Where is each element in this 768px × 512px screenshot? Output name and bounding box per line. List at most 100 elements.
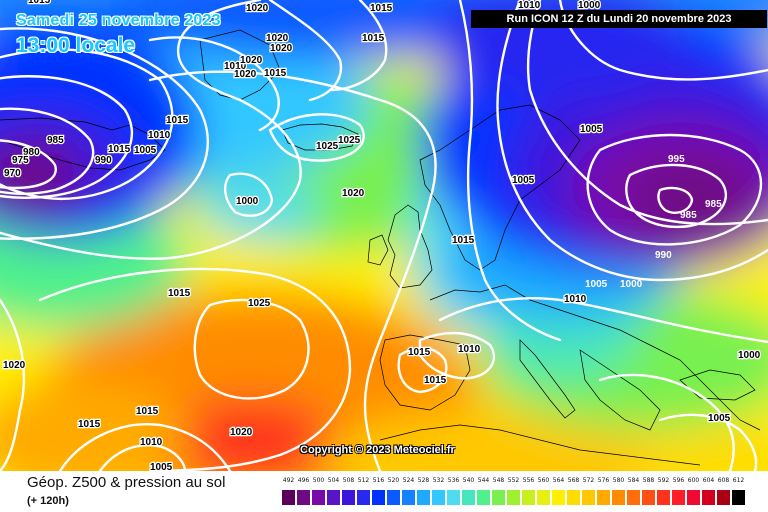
isobar-label: 985 — [705, 199, 722, 210]
isobar-label: 1015 — [78, 419, 101, 430]
scale-tick-label: 556 — [522, 477, 535, 484]
isobar-label: 1000 — [620, 279, 643, 290]
isobar-label: 1015 — [168, 288, 191, 299]
isobar-label: 1025 — [338, 135, 361, 146]
isobar-label: 1005 — [580, 124, 603, 135]
isobar-label: 985 — [680, 210, 697, 221]
isobar-label: 1020 — [246, 3, 269, 14]
scale-swatch — [431, 489, 446, 506]
isobars — [0, 0, 768, 471]
scale-tick-label: 612 — [732, 477, 745, 484]
scale-swatch — [686, 489, 701, 506]
scale-tick-label: 532 — [432, 477, 445, 484]
isobar-label: 1010 — [518, 0, 541, 11]
scale-tick-label: 604 — [702, 477, 715, 484]
isobar-label: 1000 — [738, 350, 761, 361]
color-scale: 492 496 500 504 508 512 516 520 524 528 532 536 540 5… — [281, 477, 751, 507]
scale-tick-label: 552 — [507, 477, 520, 484]
geopotential-pressure-map: 1015 1020 1015 1020 1020 1015 1010 1020 … — [0, 0, 768, 471]
isobar-label: 1020 — [270, 43, 293, 54]
scale-tick-label: 524 — [402, 477, 415, 484]
scale-tick-label: 600 — [687, 477, 700, 484]
coastlines — [0, 29, 761, 466]
legend-bar: Géop. Z500 & pression au sol (+ 120h) 49… — [0, 471, 768, 512]
isobar-label: 995 — [668, 154, 685, 165]
scale-tick-label: 528 — [417, 477, 430, 484]
scale-swatch — [566, 489, 581, 506]
scale-tick-label: 576 — [597, 477, 610, 484]
isobar-label: 1010 — [140, 437, 163, 448]
isobar-label: 1025 — [248, 298, 271, 309]
scale-tick-label: 548 — [492, 477, 505, 484]
scale-tick-label: 564 — [552, 477, 565, 484]
scale-tick-label: 520 — [387, 477, 400, 484]
isobar-label: 1015 — [166, 115, 189, 126]
isobar-label: 1015 — [28, 0, 51, 6]
isobar-label: 1020 — [3, 360, 26, 371]
scale-swatch — [671, 489, 686, 506]
isobar-label: 1015 — [136, 406, 159, 417]
isobar-label: 1020 — [230, 427, 253, 438]
scale-swatch — [341, 489, 356, 506]
isobar-label: 1005 — [512, 175, 535, 186]
scale-tick-label: 592 — [657, 477, 670, 484]
scale-swatch — [656, 489, 671, 506]
isobar-label: 1020 — [266, 33, 289, 44]
isobar-label: 1000 — [236, 196, 259, 207]
isobar-label: 980 — [23, 147, 40, 158]
isobar-label: 1015 — [362, 33, 385, 44]
scale-swatch — [326, 489, 341, 506]
scale-tick-label: 608 — [717, 477, 730, 484]
z500-color-field — [0, 0, 768, 471]
legend-title: Géop. Z500 & pression au sol — [27, 474, 226, 491]
scale-swatch — [551, 489, 566, 506]
scale-swatch — [641, 489, 656, 506]
scale-tick-label: 492 — [282, 477, 295, 484]
scale-swatch — [476, 489, 491, 506]
scale-tick-label: 540 — [462, 477, 475, 484]
scale-swatch — [596, 489, 611, 506]
scale-swatch — [701, 489, 716, 506]
isobar-label: 990 — [655, 250, 672, 261]
isobar-label: 1010 — [148, 130, 171, 141]
isobar-label: 1005 — [708, 413, 731, 424]
isobar-label: 1015 — [452, 235, 475, 246]
scale-swatch — [281, 489, 296, 506]
scale-swatch — [386, 489, 401, 506]
isobar-label: 990 — [95, 155, 112, 166]
scale-tick-label: 596 — [672, 477, 685, 484]
scale-swatch — [611, 489, 626, 506]
copyright-text: Copyright © 2023 Meteociel.fr — [300, 444, 455, 456]
scale-swatch — [296, 489, 311, 506]
forecast-time: 13:00 locale — [16, 34, 136, 57]
scale-swatch — [446, 489, 461, 506]
scale-swatch — [401, 489, 416, 506]
isobar-label: 1010 — [224, 61, 247, 72]
scale-tick-label: 588 — [642, 477, 655, 484]
scale-swatch — [311, 489, 326, 506]
scale-swatch — [716, 489, 731, 506]
isobar-label: 1005 — [150, 462, 173, 471]
scale-tick-label: 544 — [477, 477, 490, 484]
isobar-label: 1020 — [234, 69, 257, 80]
isobar-label: 1015 — [408, 347, 431, 358]
isobar-label: 1015 — [264, 68, 287, 79]
isobar-label: 1010 — [564, 294, 587, 305]
scale-tick-label: 516 — [372, 477, 385, 484]
scale-tick-label: 508 — [342, 477, 355, 484]
isobar-label: 1000 — [578, 0, 601, 11]
isobar-label: 1010 — [458, 344, 481, 355]
scale-tick-label: 568 — [567, 477, 580, 484]
scale-swatch — [356, 489, 371, 506]
scale-tick-label: 500 — [312, 477, 325, 484]
scale-swatch — [506, 489, 521, 506]
scale-swatch — [461, 489, 476, 506]
scale-swatch — [416, 489, 431, 506]
isobar-label: 1020 — [240, 55, 263, 66]
scale-tick-label: 504 — [327, 477, 340, 484]
model-run-label: Run ICON 12 Z du Lundi 20 novembre 2023 — [471, 10, 767, 28]
scale-swatch — [581, 489, 596, 506]
isobar-label: 975 — [12, 155, 29, 166]
isobar-label: 985 — [47, 135, 64, 146]
